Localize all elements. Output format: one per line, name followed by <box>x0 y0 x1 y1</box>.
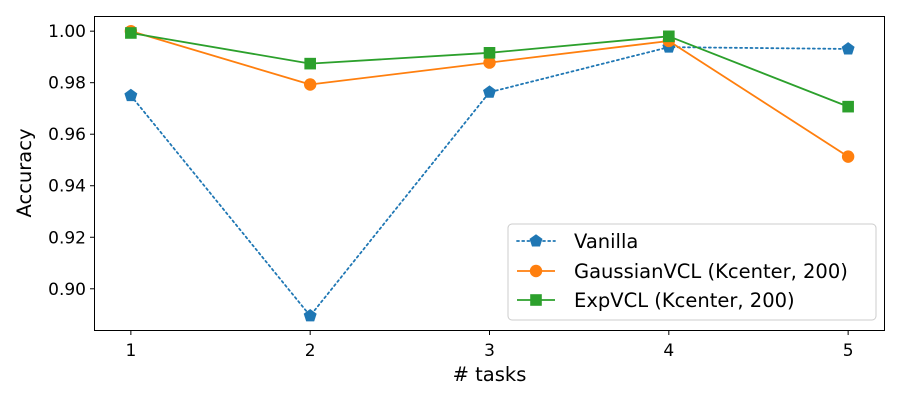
legend-item: ExpVCL (Kcenter, 200) <box>517 289 795 312</box>
x-tick-label: 2 <box>305 341 316 361</box>
x-tick-label: 3 <box>484 341 495 361</box>
legend-label: GaussianVCL (Kcenter, 200) <box>574 260 848 283</box>
data-point <box>125 27 137 39</box>
legend-label: Vanilla <box>574 230 638 253</box>
data-point <box>483 47 496 59</box>
y-axis-label: Accuracy <box>13 128 36 217</box>
legend-item: GaussianVCL (Kcenter, 200) <box>517 260 848 283</box>
y-tick-label: 0.92 <box>48 228 86 248</box>
data-point <box>483 56 496 69</box>
legend-entries: Vanilla GaussianVCL (Kcenter, 200) ExpVCL … <box>516 230 848 312</box>
data-point <box>842 100 854 113</box>
data-point <box>663 30 675 43</box>
legend-marker <box>529 264 543 278</box>
x-tick-label: 5 <box>843 341 854 361</box>
x-tick-label: 4 <box>663 341 674 361</box>
series-2 <box>125 27 854 113</box>
series-line <box>129 46 850 317</box>
x-tick-label: 1 <box>125 341 136 361</box>
data-point <box>483 85 496 98</box>
legend-box <box>507 223 877 321</box>
data-point <box>303 78 317 91</box>
data-point <box>303 309 317 322</box>
x-axis: 1 2 3 4 5 <box>125 330 854 361</box>
y-tick-label: 1.00 <box>48 22 86 42</box>
y-tick-label: 0.90 <box>48 280 86 300</box>
legend-marker <box>530 294 542 306</box>
y-tick-label: 0.94 <box>48 177 86 197</box>
legend-marker <box>529 234 543 247</box>
data-point <box>304 57 316 70</box>
data-point <box>124 88 138 102</box>
data-point <box>841 42 855 55</box>
data-point <box>841 150 855 163</box>
legend: Vanilla GaussianVCL (Kcenter, 200) ExpVCL … <box>507 223 877 321</box>
legend-item: Vanilla <box>516 230 638 253</box>
y-tick-label: 0.98 <box>48 74 86 94</box>
y-axis: 0.90 0.92 0.94 0.96 0.98 1.00 <box>48 22 95 300</box>
x-axis-label: # tasks <box>453 363 527 386</box>
legend-label: ExpVCL (Kcenter, 200) <box>574 289 795 312</box>
plot-area <box>124 24 855 322</box>
y-tick-label: 0.96 <box>48 125 86 145</box>
